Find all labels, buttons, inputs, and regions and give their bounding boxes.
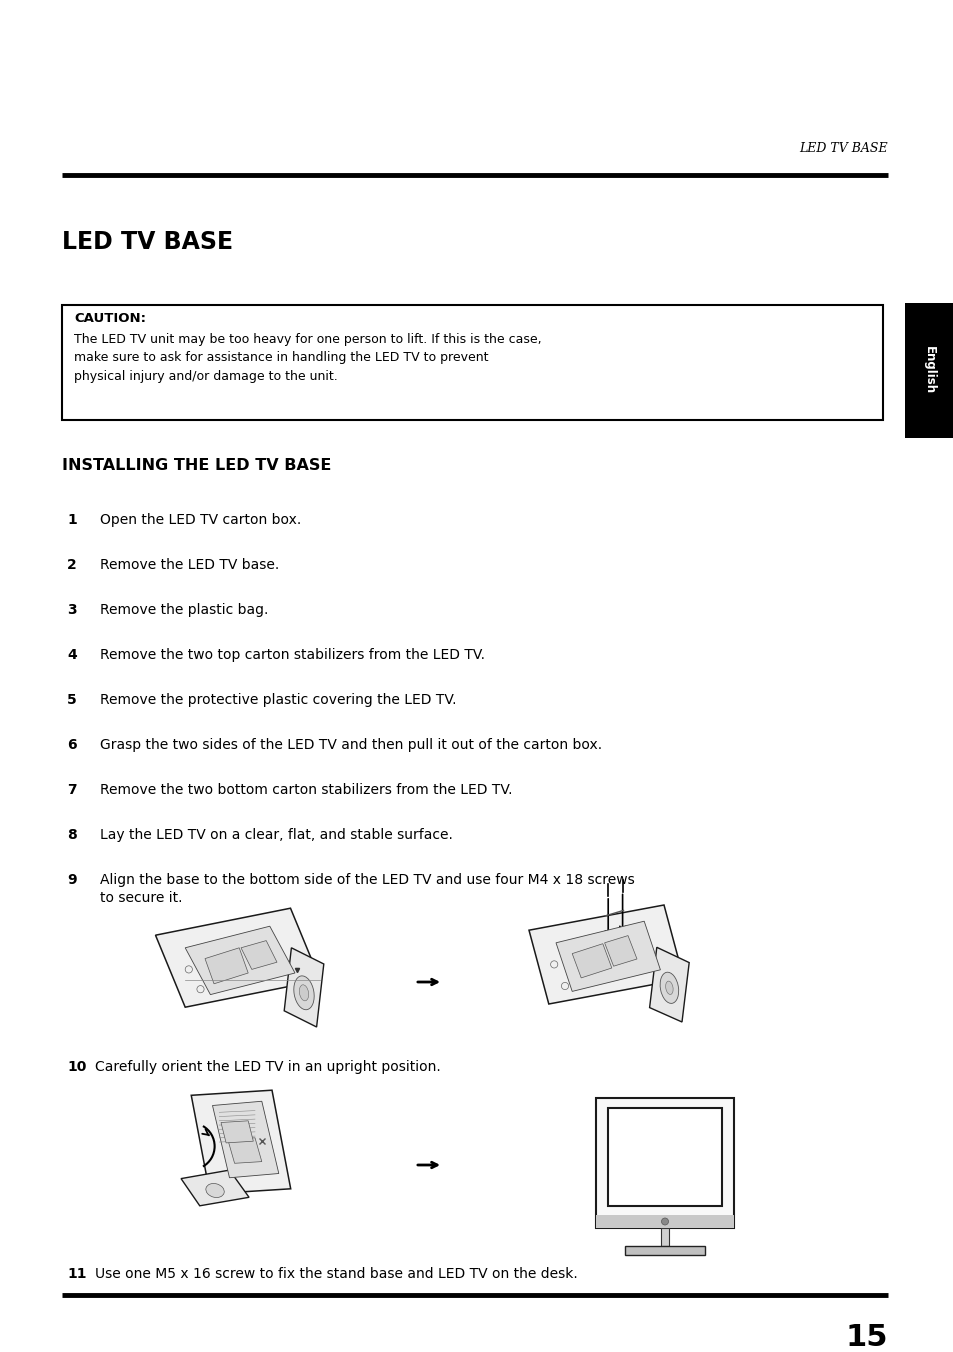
FancyBboxPatch shape xyxy=(596,1098,733,1228)
Polygon shape xyxy=(191,1090,291,1194)
Text: Lay the LED TV on a clear, flat, and stable surface.: Lay the LED TV on a clear, flat, and sta… xyxy=(100,827,453,842)
Polygon shape xyxy=(185,926,294,995)
FancyBboxPatch shape xyxy=(607,1109,721,1206)
FancyBboxPatch shape xyxy=(904,303,952,438)
Text: 15: 15 xyxy=(844,1324,887,1352)
Ellipse shape xyxy=(294,976,314,1010)
Ellipse shape xyxy=(206,1183,224,1198)
Text: 2: 2 xyxy=(67,558,76,572)
Polygon shape xyxy=(241,941,276,969)
Polygon shape xyxy=(556,921,659,991)
Text: Remove the LED TV base.: Remove the LED TV base. xyxy=(100,558,279,572)
FancyBboxPatch shape xyxy=(62,306,882,420)
Ellipse shape xyxy=(299,984,309,1000)
FancyBboxPatch shape xyxy=(660,1228,668,1247)
Circle shape xyxy=(660,1218,668,1225)
Ellipse shape xyxy=(665,982,673,995)
Text: The LED TV unit may be too heavy for one person to lift. If this is the case,
ma: The LED TV unit may be too heavy for one… xyxy=(74,333,541,383)
Text: English: English xyxy=(922,346,935,393)
Text: 8: 8 xyxy=(67,827,76,842)
Text: LED TV BASE: LED TV BASE xyxy=(62,230,233,254)
Text: Remove the plastic bag.: Remove the plastic bag. xyxy=(100,603,268,617)
Polygon shape xyxy=(572,944,611,977)
Polygon shape xyxy=(221,1121,253,1142)
Text: Open the LED TV carton box.: Open the LED TV carton box. xyxy=(100,512,301,527)
Text: 7: 7 xyxy=(67,783,76,796)
Text: Remove the protective plastic covering the LED TV.: Remove the protective plastic covering t… xyxy=(100,694,456,707)
Text: 3: 3 xyxy=(67,603,76,617)
Polygon shape xyxy=(213,1102,278,1178)
Text: LED TV BASE: LED TV BASE xyxy=(799,142,887,155)
Text: 6: 6 xyxy=(67,738,76,752)
Text: CAUTION:: CAUTION: xyxy=(74,312,146,324)
Text: Remove the two top carton stabilizers from the LED TV.: Remove the two top carton stabilizers fr… xyxy=(100,648,484,662)
Polygon shape xyxy=(284,948,323,1028)
Polygon shape xyxy=(181,1169,249,1206)
Text: 10: 10 xyxy=(67,1060,87,1073)
Polygon shape xyxy=(649,948,688,1022)
Text: Grasp the two sides of the LED TV and then pull it out of the carton box.: Grasp the two sides of the LED TV and th… xyxy=(100,738,601,752)
Text: Carefully orient the LED TV in an upright position.: Carefully orient the LED TV in an uprigh… xyxy=(95,1060,440,1073)
Ellipse shape xyxy=(659,972,678,1003)
Text: Use one M5 x 16 screw to fix the stand base and LED TV on the desk.: Use one M5 x 16 screw to fix the stand b… xyxy=(95,1267,578,1280)
Polygon shape xyxy=(228,1138,261,1163)
Text: Align the base to the bottom side of the LED TV and use four M4 x 18 screws
to s: Align the base to the bottom side of the… xyxy=(100,873,634,906)
FancyBboxPatch shape xyxy=(624,1247,704,1255)
Text: Remove the two bottom carton stabilizers from the LED TV.: Remove the two bottom carton stabilizers… xyxy=(100,783,512,796)
Text: INSTALLING THE LED TV BASE: INSTALLING THE LED TV BASE xyxy=(62,458,331,473)
Polygon shape xyxy=(155,909,320,1007)
Polygon shape xyxy=(529,904,683,1005)
Text: 5: 5 xyxy=(67,694,76,707)
Polygon shape xyxy=(604,936,637,967)
Text: 4: 4 xyxy=(67,648,76,662)
FancyBboxPatch shape xyxy=(596,1215,733,1228)
Text: 11: 11 xyxy=(67,1267,87,1280)
Text: 1: 1 xyxy=(67,512,76,527)
Text: 9: 9 xyxy=(67,873,76,887)
Polygon shape xyxy=(205,948,248,984)
